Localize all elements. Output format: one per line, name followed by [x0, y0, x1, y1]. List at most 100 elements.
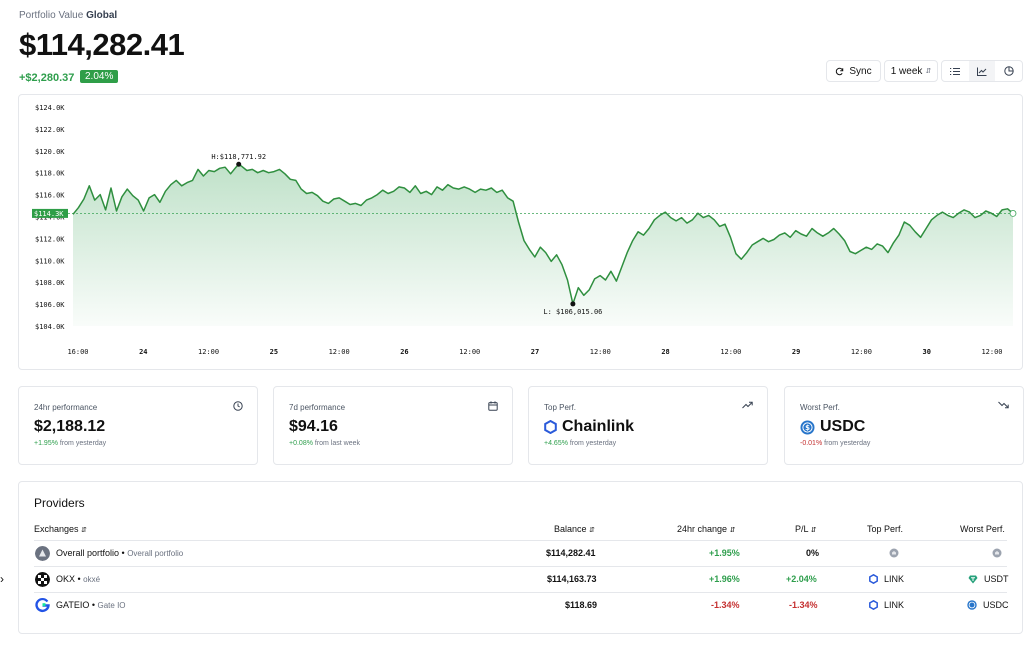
usdc-icon: $ [800, 420, 815, 434]
x-tick-label: 27 [531, 348, 539, 356]
x-tick-label: 29 [792, 348, 800, 356]
exchange-name: Overall portfolio [56, 548, 120, 558]
portfolio-value-label: Portfolio Value Global [19, 10, 117, 21]
card-value-text: Chainlink [562, 418, 635, 435]
y-tick-label: $108.0K [35, 279, 65, 287]
top-perf-symbol: LINK [884, 574, 905, 584]
column-header-label: Exchanges [34, 524, 79, 534]
card-value: $2,188.12 [34, 418, 106, 435]
card-value: Chainlink [544, 418, 634, 436]
card-24hr-performance: 24hr performance $2,188.12 +1.95% from y… [18, 386, 258, 465]
trending-down-icon [998, 401, 1009, 412]
change-cell: -1.34% [711, 600, 740, 610]
card-value-text: USDC [820, 418, 866, 435]
exchange-sub: Overall portfolio [127, 549, 184, 558]
tether-icon [968, 575, 978, 583]
card-delta: +4.65% from yesterday [544, 440, 616, 447]
column-header-pl[interactable]: P/L ⇵ [795, 524, 817, 534]
card-label: Top Perf. [544, 403, 577, 412]
pie-chart-view-button[interactable] [995, 61, 1022, 81]
card-delta: +1.95% from yesterday [34, 440, 106, 447]
high-point-marker [236, 161, 242, 167]
worst-perf-symbol: USDT [984, 574, 1009, 584]
current-point-marker [1009, 210, 1017, 217]
balance-cell: $114,282.41 [546, 548, 596, 558]
row-divider [34, 540, 1007, 541]
line-chart-icon [977, 67, 987, 76]
x-tick-label: 12:00 [459, 348, 480, 356]
x-tick-label: 16:00 [67, 348, 88, 356]
calendar-icon [488, 401, 498, 414]
low-point-marker [570, 301, 576, 307]
sort-icon: ⇵ [810, 527, 817, 534]
card-delta-value: -0.01% [800, 440, 823, 447]
balance-cell: $118.69 [565, 600, 598, 610]
card-value: $94.16 [289, 418, 338, 435]
portfolio-chart: $124.0K $122.0K $120.0K $118.0K $116.0K $114.… [32, 104, 1017, 356]
x-tick-label: 12:00 [329, 348, 350, 356]
y-tick-label: $116.0K [35, 192, 65, 200]
sort-icon: ⇵ [729, 527, 736, 534]
series-line [72, 163, 1014, 305]
card-delta-value: +1.95% [34, 440, 58, 447]
card-7d-performance: 7d performance $94.16 +0.08% from last w… [273, 386, 513, 465]
exchange-sub: okxé [83, 575, 101, 584]
providers-panel [18, 481, 1023, 634]
chevron-right-icon[interactable]: › [0, 572, 4, 586]
pie-chart-icon [1003, 66, 1014, 76]
range-label: 1 week [890, 65, 923, 77]
x-tick-label: 24 [139, 348, 147, 356]
card-delta-suffix: from last week [314, 440, 361, 447]
change-cell: +1.95% [709, 548, 740, 558]
x-tick-label: 28 [661, 348, 669, 356]
range-select[interactable]: 1 week ⇵ [884, 60, 938, 82]
x-tick-label: 12:00 [720, 348, 741, 356]
portfolio-label-text: Portfolio Value [19, 10, 84, 21]
exchange-name-cell: GATEIO • Gate IO [56, 600, 126, 610]
y-tick-label: $120.0K [35, 148, 65, 156]
series-area [73, 164, 1013, 326]
change-cell: +1.96% [709, 574, 740, 584]
top-perf-symbol: LINK [884, 600, 905, 610]
sync-label: Sync [849, 65, 872, 77]
row-divider [34, 592, 1007, 593]
chainlink-icon [869, 574, 878, 584]
column-header-label: P/L [795, 524, 809, 534]
view-toggle-group [941, 60, 1023, 82]
card-delta-suffix: from yesterday [569, 440, 617, 447]
pl-cell: 0% [806, 548, 820, 558]
current-value-label: $114.3K [34, 210, 64, 218]
gateio-icon [35, 598, 50, 612]
column-header-24hr-change[interactable]: 24hr change ⇵ [677, 524, 735, 534]
x-tick-label: 30 [922, 348, 930, 356]
card-label: 7d performance [289, 403, 346, 412]
top-perf-cell: LINK [869, 574, 904, 584]
exchange-sub: Gate IO [97, 601, 126, 610]
row-divider [34, 566, 1007, 567]
list-view-button[interactable] [942, 61, 969, 81]
chevron-up-down-icon: ⇵ [925, 68, 932, 75]
sync-button[interactable]: Sync [826, 60, 881, 82]
x-tick-label: 26 [400, 348, 408, 356]
portfolio-scope: Global [86, 10, 118, 21]
column-header-label: 24hr change [677, 524, 728, 534]
portfolio-total: $114,282.41 [19, 27, 185, 62]
column-header-top-perf: Top Perf. [867, 524, 904, 534]
x-tick-label: 12:00 [851, 348, 872, 356]
y-tick-label: $110.0K [35, 257, 65, 265]
okx-icon [35, 572, 50, 587]
column-header-balance[interactable]: Balance ⇵ [554, 524, 595, 534]
column-header-exchanges[interactable]: Exchanges ⇵ [34, 524, 87, 534]
y-tick-label: $124.0K [35, 104, 65, 112]
column-header-worst-perf: Worst Perf. [960, 524, 1005, 534]
trending-up-icon [742, 401, 753, 412]
line-chart-view-button[interactable] [968, 61, 996, 81]
refresh-icon [836, 67, 844, 75]
sort-icon: ⇵ [81, 527, 87, 534]
current-value-tag: $114.3K [32, 208, 68, 218]
card-delta-value: +4.65% [544, 440, 568, 447]
card-delta-value: +0.08% [289, 440, 313, 447]
x-tick-label: 12:00 [590, 348, 611, 356]
chainlink-icon [869, 600, 878, 610]
card-delta: +0.08% from last week [289, 440, 360, 447]
